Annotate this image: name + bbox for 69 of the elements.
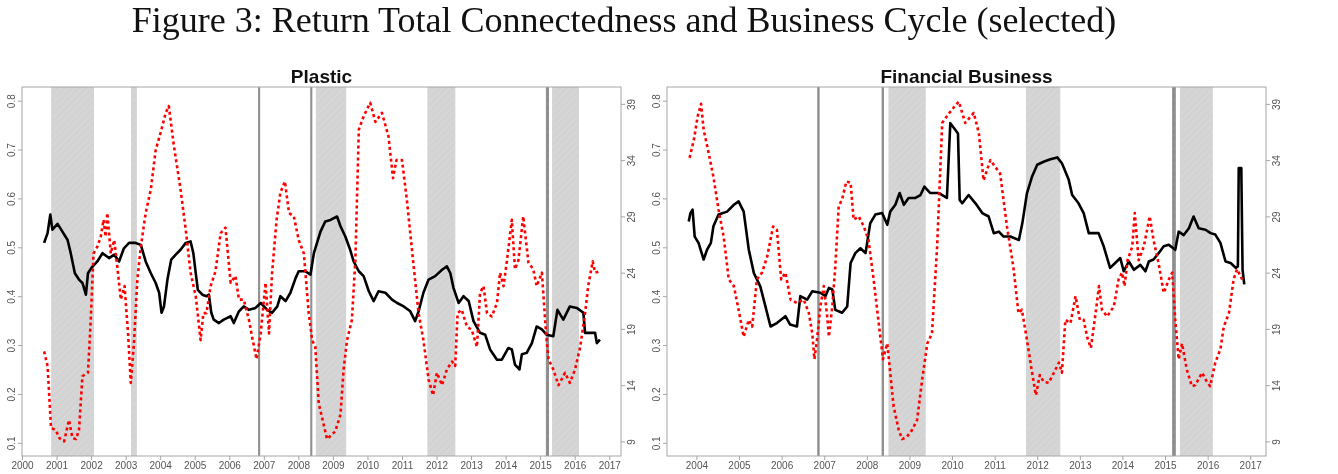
x-tick-label: 2000 [11, 460, 35, 472]
y-tick-label: 0.7 [651, 142, 662, 158]
y2-tick-label: 19 [1271, 323, 1283, 335]
x-tick-label: 2009 [898, 460, 922, 472]
x-tick-label: 2005 [728, 460, 752, 472]
y2-tick-label: 9 [1271, 438, 1283, 445]
y-tick-label: 0.2 [651, 387, 662, 402]
y-tick-label: 0.3 [6, 338, 17, 353]
x-tick-label: 2006 [770, 460, 794, 472]
x-tick-label: 2006 [218, 460, 242, 472]
x-tick-label: 2002 [80, 460, 104, 472]
y2-tick-label: 39 [1271, 98, 1283, 110]
x-tick-label: 2015 [529, 460, 553, 472]
line-series [688, 100, 1244, 441]
y2-tick-label: 14 [626, 379, 638, 392]
caption: Figure 3: Return Total Connectedness and Business Cycle (selected) [131, 0, 1117, 40]
y-tick-label: 0.2 [6, 387, 17, 402]
line-series [42, 213, 602, 371]
y-tick-label: 0.7 [6, 142, 17, 158]
y-tick-label: 0.8 [6, 93, 17, 109]
x-tick-label: 2009 [322, 460, 345, 472]
x-tick-label: 2011 [984, 460, 1007, 472]
y2-tick-label: 34 [1271, 154, 1283, 167]
x-tick-label: 2010 [941, 460, 965, 472]
y-tick-label: 0.4 [6, 289, 17, 304]
x-tick-label: 2013 [1069, 460, 1092, 472]
y2-tick-label: 24 [626, 267, 638, 279]
x-tick-label: 2017 [1239, 460, 1263, 472]
line-series [687, 121, 1246, 328]
y-tick-label: 0.1 [651, 435, 662, 451]
y-tick-label: 0.1 [6, 435, 17, 451]
y2-tick-label: 34 [626, 154, 638, 167]
y-tick-label: 0.6 [651, 191, 662, 206]
x-tick-label: 2008 [287, 460, 311, 472]
x-tick-label: 2007 [813, 460, 837, 472]
x-tick-label: 2013 [460, 460, 484, 472]
x-tick-label: 2003 [115, 460, 138, 472]
x-tick-label: 2017 [598, 460, 622, 472]
chart-title: Financial Business [880, 66, 1053, 87]
x-tick-label: 2005 [184, 460, 207, 472]
x-tick-label: 2008 [856, 460, 879, 472]
y2-tick-label: 39 [626, 98, 638, 110]
x-tick-label: 2015 [1154, 460, 1178, 472]
x-tick-label: 2007 [253, 460, 276, 472]
x-tick-label: 2004 [685, 460, 709, 472]
x-tick-label: 2011 [391, 460, 414, 472]
x-tick-label: 2014 [495, 460, 518, 472]
y-tick-label: 0.4 [651, 289, 662, 304]
y2-tick-label: 29 [1271, 210, 1283, 223]
x-tick-label: 2010 [356, 460, 380, 472]
y2-tick-label: 14 [1271, 379, 1283, 392]
y2-tick-label: 19 [626, 323, 638, 335]
x-tick-label: 2012 [425, 460, 449, 472]
chart-title: Plastic [290, 66, 353, 87]
x-tick-label: 2016 [1197, 460, 1220, 472]
x-tick-label: 2016 [564, 460, 587, 472]
line-series [42, 101, 601, 443]
y-tick-label: 0.5 [6, 240, 17, 255]
y-tick-label: 0.8 [651, 93, 662, 109]
y-tick-label: 0.3 [651, 338, 662, 353]
x-tick-label: 2014 [1111, 460, 1135, 472]
x-tick-label: 2012 [1026, 460, 1050, 472]
y2-tick-label: 29 [626, 210, 638, 223]
y-tick-label: 0.6 [6, 191, 17, 206]
y2-tick-label: 24 [1271, 267, 1283, 279]
x-tick-label: 2004 [149, 460, 173, 472]
x-tick-label: 2001 [45, 460, 69, 472]
y-tick-label: 0.5 [651, 240, 662, 255]
y2-tick-label: 9 [626, 438, 638, 445]
